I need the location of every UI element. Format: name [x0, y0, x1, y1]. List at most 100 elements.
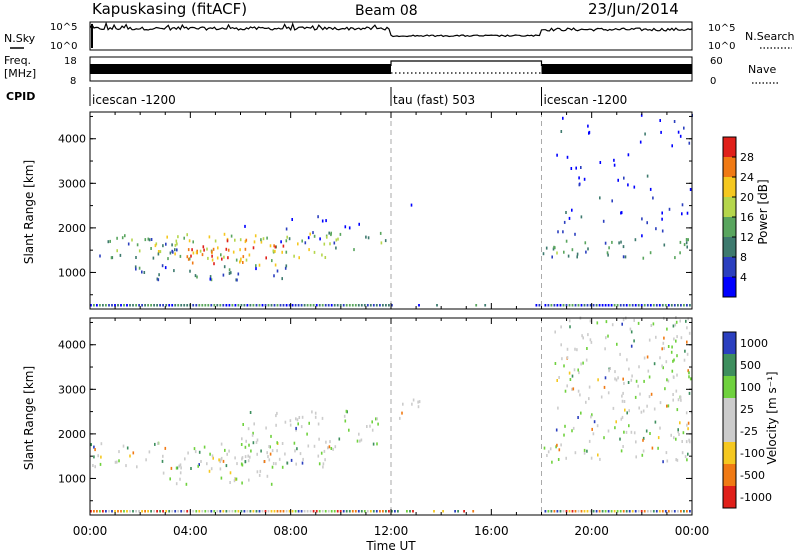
scatter-cell	[276, 449, 278, 453]
colorbar-tick-label: -100	[740, 447, 765, 460]
ground-scatter-cell	[93, 304, 95, 307]
ground-scatter-cell	[291, 304, 294, 307]
ground-scatter-cell	[159, 304, 161, 307]
ground-scatter-cell	[683, 510, 685, 513]
ground-scatter-cell	[90, 304, 92, 307]
scatter-cell	[236, 462, 238, 466]
x-tick-label: 12:00	[374, 524, 409, 538]
scatter-cell	[574, 347, 576, 351]
power-scatter	[90, 113, 693, 307]
scatter-cell	[92, 464, 94, 467]
scatter-cell	[220, 456, 223, 460]
ground-scatter-cell	[637, 510, 640, 513]
scatter-cell	[249, 455, 251, 459]
ground-scatter-cell	[646, 510, 649, 513]
ground-scatter-cell	[267, 304, 270, 307]
frequency-trace	[90, 60, 692, 74]
ground-scatter-cell	[306, 510, 309, 513]
scatter-cell	[152, 256, 155, 260]
ground-scatter-cell	[571, 510, 574, 513]
scatter-cell	[679, 421, 681, 425]
ground-scatter-cell	[595, 510, 598, 513]
scatter-cell	[260, 240, 263, 244]
ground-scatter-cell	[652, 304, 655, 307]
ground-scatter-cell	[150, 304, 152, 307]
scatter-cell	[296, 418, 299, 422]
ground-scatter-cell	[677, 510, 679, 513]
ground-scatter-cell	[213, 510, 216, 513]
ground-scatter-cell	[123, 304, 125, 307]
freq-tick-top: 18	[64, 56, 77, 67]
scatter-cell	[602, 219, 605, 223]
scatter-cell	[648, 375, 651, 379]
scatter-cell	[608, 246, 610, 250]
noise-tick-top-left: 10^5	[50, 22, 77, 33]
colorbar-swatch	[723, 197, 736, 217]
scatter-cell	[145, 458, 147, 462]
scatter-cell	[401, 411, 403, 415]
scatter-cell	[222, 273, 225, 277]
ground-scatter-cell	[153, 304, 155, 307]
scatter-cell	[557, 458, 560, 461]
scatter-cell	[607, 429, 610, 433]
colorbar-swatch	[723, 277, 736, 297]
scatter-cell	[621, 394, 623, 398]
scatter-cell	[275, 414, 277, 418]
scatter-cell	[597, 378, 599, 382]
ground-scatter-cell	[391, 304, 393, 307]
scatter-cell	[275, 423, 277, 427]
scatter-cell	[587, 333, 589, 337]
scatter-cell	[649, 251, 652, 255]
ground-scatter-cell	[601, 304, 604, 307]
scatter-cell	[670, 350, 673, 354]
noise-right-label: N.Search	[745, 30, 795, 43]
scatter-cell	[376, 442, 378, 446]
scatter-cell	[212, 247, 215, 251]
ground-scatter-cell	[610, 510, 613, 513]
scatter-cell	[254, 234, 257, 238]
freq-tick-bottom: 8	[70, 76, 76, 87]
scatter-cell	[339, 232, 342, 236]
scatter-cell	[174, 252, 176, 256]
scatter-cell	[591, 413, 593, 417]
scatter-cell	[418, 400, 421, 404]
ground-scatter-cell	[261, 304, 264, 307]
scatter-cell	[575, 166, 577, 170]
ground-scatter-cell	[330, 510, 333, 513]
ground-scatter-cell	[379, 304, 381, 307]
ground-scatter-cell	[300, 510, 303, 513]
scatter-cell	[675, 437, 677, 441]
scatter-cell	[553, 245, 555, 249]
scatter-cell	[683, 243, 686, 247]
scatter-cell	[239, 238, 242, 242]
scatter-cell	[630, 344, 633, 348]
scatter-cell	[654, 420, 657, 424]
ground-scatter-cell	[285, 304, 288, 307]
scatter-cell	[685, 241, 688, 245]
scatter-cell	[644, 132, 646, 136]
scatter-cell	[275, 462, 277, 466]
scatter-cell	[683, 126, 685, 130]
ground-scatter-cell	[150, 510, 152, 513]
scatter-cell	[281, 442, 284, 445]
scatter-cell	[161, 264, 164, 268]
scatter-cell	[211, 258, 214, 262]
x-tick-label: 20:00	[574, 524, 609, 538]
scatter-cell	[156, 277, 159, 281]
scatter-cell	[549, 447, 552, 451]
colorbar-swatch	[723, 442, 736, 464]
ground-scatter-cell	[309, 304, 312, 307]
scatter-cell	[649, 432, 651, 435]
ground-scatter-cell	[312, 304, 315, 307]
ground-scatter-cell	[664, 304, 667, 307]
ground-scatter-cell	[379, 510, 381, 513]
noise-line	[89, 21, 693, 38]
ground-scatter-cell	[102, 304, 104, 307]
scatter-cell	[630, 430, 633, 434]
scatter-cell	[233, 479, 236, 483]
ground-scatter-cell	[342, 304, 345, 307]
scatter-cell	[175, 466, 178, 470]
scatter-cell	[564, 389, 567, 393]
scatter-cell	[687, 421, 690, 425]
